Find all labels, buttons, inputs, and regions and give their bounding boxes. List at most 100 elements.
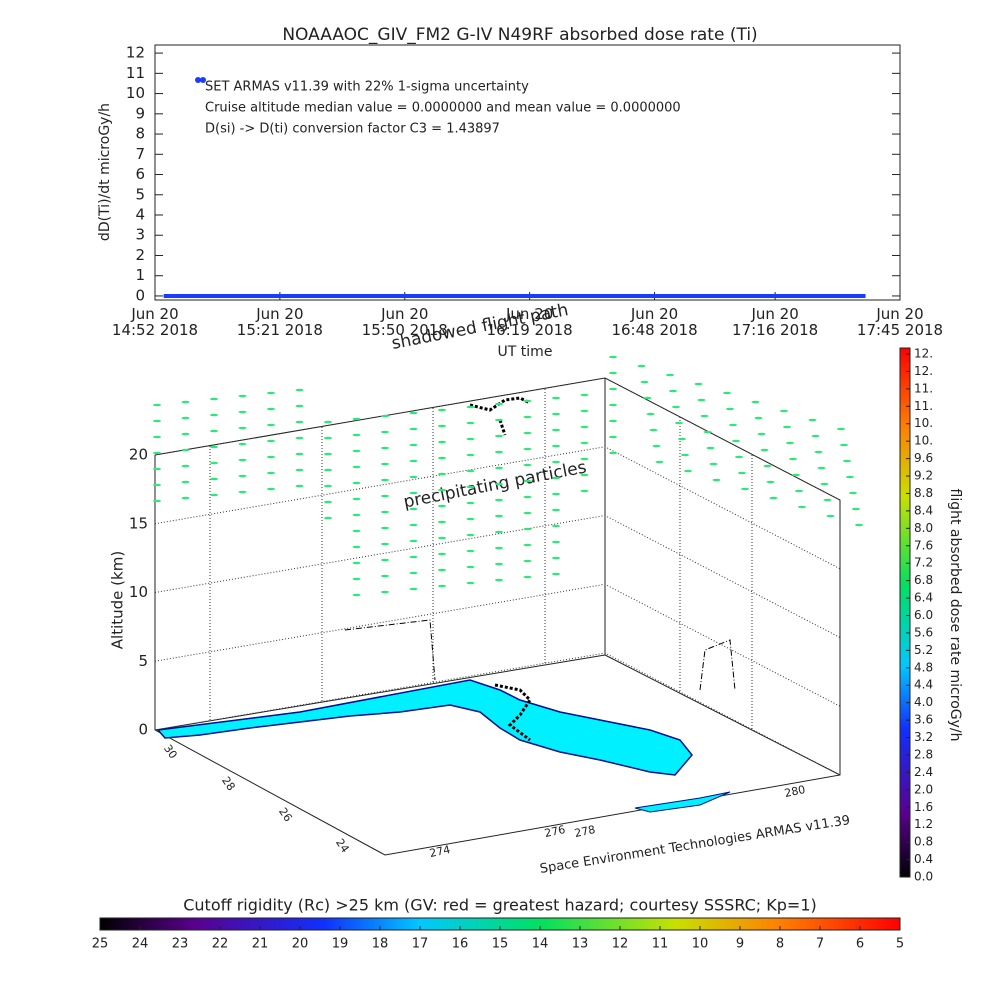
particle-dash	[267, 455, 275, 459]
particle-dash	[466, 421, 475, 425]
lat-tick-label: 26	[276, 805, 295, 824]
particle-dash	[681, 453, 689, 457]
particle-dash	[669, 389, 677, 393]
particle-dash	[438, 408, 446, 412]
colorbar-tick-label: 11.	[914, 399, 933, 413]
particle-dash	[706, 446, 715, 450]
colorbar-tick-label: 5	[896, 937, 904, 952]
particle-dash	[609, 387, 617, 391]
particle-dash	[210, 493, 218, 497]
particle-dash	[849, 491, 857, 495]
particle-dash	[210, 413, 218, 417]
colorbar-tick-label: 23	[172, 937, 189, 952]
particle-dash	[438, 504, 446, 508]
particle-dash	[381, 462, 389, 466]
colorbar-tick-label: 5.6	[914, 625, 933, 639]
particle-dash	[757, 432, 766, 436]
z-tick-label: 15	[129, 514, 148, 532]
particle-dash	[267, 407, 275, 411]
colorbar-tick-label: 3.6	[914, 713, 933, 727]
y-tick-label: 8	[135, 125, 145, 143]
flight-path	[469, 396, 532, 742]
colorbar-tick-label: 8	[776, 937, 784, 952]
lon-tick-label: 280	[783, 783, 806, 800]
particle-dash	[381, 510, 389, 514]
particle-dash	[238, 410, 247, 414]
legend-marker	[200, 77, 206, 83]
colorbar-tick-label: 0.8	[914, 835, 933, 849]
colorbar-tick-label: 6.0	[914, 608, 933, 622]
particle-dash	[352, 433, 361, 437]
particle-dash	[523, 399, 532, 403]
3d-frame	[154, 377, 841, 856]
particle-dash	[181, 416, 190, 420]
particle-dash	[409, 411, 418, 415]
x-tick-label: Jun 20 16:48 2018	[611, 305, 698, 339]
x-tick-label: Jun 20 17:45 2018	[856, 305, 944, 339]
particle-dash	[153, 451, 161, 455]
y-tick-label: 10	[126, 84, 145, 102]
z-tick-label: 20	[129, 446, 148, 464]
particle-dash	[295, 468, 304, 472]
particle-dash	[267, 471, 275, 475]
particle-dash	[267, 423, 275, 427]
colorbar-tick-label: 2.4	[914, 765, 933, 779]
particle-dash	[210, 461, 218, 465]
colorbar-tick-label: 4.4	[914, 678, 933, 692]
grid-line	[154, 583, 841, 707]
particle-dash	[580, 393, 589, 397]
colorbar-tick-label: 5.2	[914, 643, 933, 657]
particle-dash	[438, 520, 446, 524]
particle-dash	[381, 414, 389, 418]
particle-dash	[210, 445, 218, 449]
particle-dash	[552, 572, 560, 576]
particle-dash	[495, 562, 503, 566]
particle-dash	[712, 478, 721, 482]
particle-dash	[352, 481, 361, 485]
particle-dash	[655, 460, 664, 464]
particle-dash	[646, 412, 655, 416]
particle-dash	[580, 409, 589, 413]
shadow-path	[344, 619, 736, 691]
chart-title: NOAAAOC_GIV_FM2 G-IV N49RF absorbed dose…	[282, 25, 757, 45]
legend-marker	[195, 77, 201, 83]
particle-dash	[675, 421, 683, 425]
particle-dash	[295, 436, 304, 440]
colorbar-tick-label: 4.0	[914, 695, 933, 709]
particle-dash	[466, 517, 475, 521]
particle-dash	[495, 402, 503, 406]
particle-dash	[703, 430, 712, 434]
particle-dash	[381, 574, 389, 578]
particle-dash	[210, 397, 218, 401]
y-tick-label: 7	[135, 145, 145, 163]
colorbar-tick-label: 11	[652, 937, 669, 952]
colorbar-tick-label: 16	[452, 937, 469, 952]
particle-dash	[823, 498, 832, 502]
colorbar-tick-label: 25	[92, 937, 109, 952]
particle-dash	[267, 439, 275, 443]
particle-dash	[409, 571, 418, 575]
particle-dash	[352, 577, 361, 581]
particle-dash	[324, 468, 332, 472]
particle-dash	[153, 499, 161, 503]
colorbar-tick-label: 1.6	[914, 800, 933, 814]
particle-dash	[153, 483, 161, 487]
colorbar-tick-label: 7.2	[914, 556, 933, 570]
colorbar-tick-label: 10.	[914, 434, 933, 448]
particle-dash	[826, 514, 835, 518]
particle-dash	[352, 593, 361, 597]
colorbar-tick-label: 2.8	[914, 747, 933, 761]
particle-dash	[352, 529, 361, 533]
particle-dash	[267, 391, 275, 395]
particle-dash	[466, 533, 475, 537]
particle-dash	[238, 426, 247, 430]
particle-dash	[798, 505, 806, 509]
y-tick-label: 9	[135, 104, 145, 122]
particle-dash	[181, 464, 190, 468]
particle-dash	[723, 391, 731, 395]
particle-dash	[694, 382, 703, 386]
colorbar-tick-label: 10.	[914, 416, 933, 430]
particle-dash	[814, 450, 823, 454]
